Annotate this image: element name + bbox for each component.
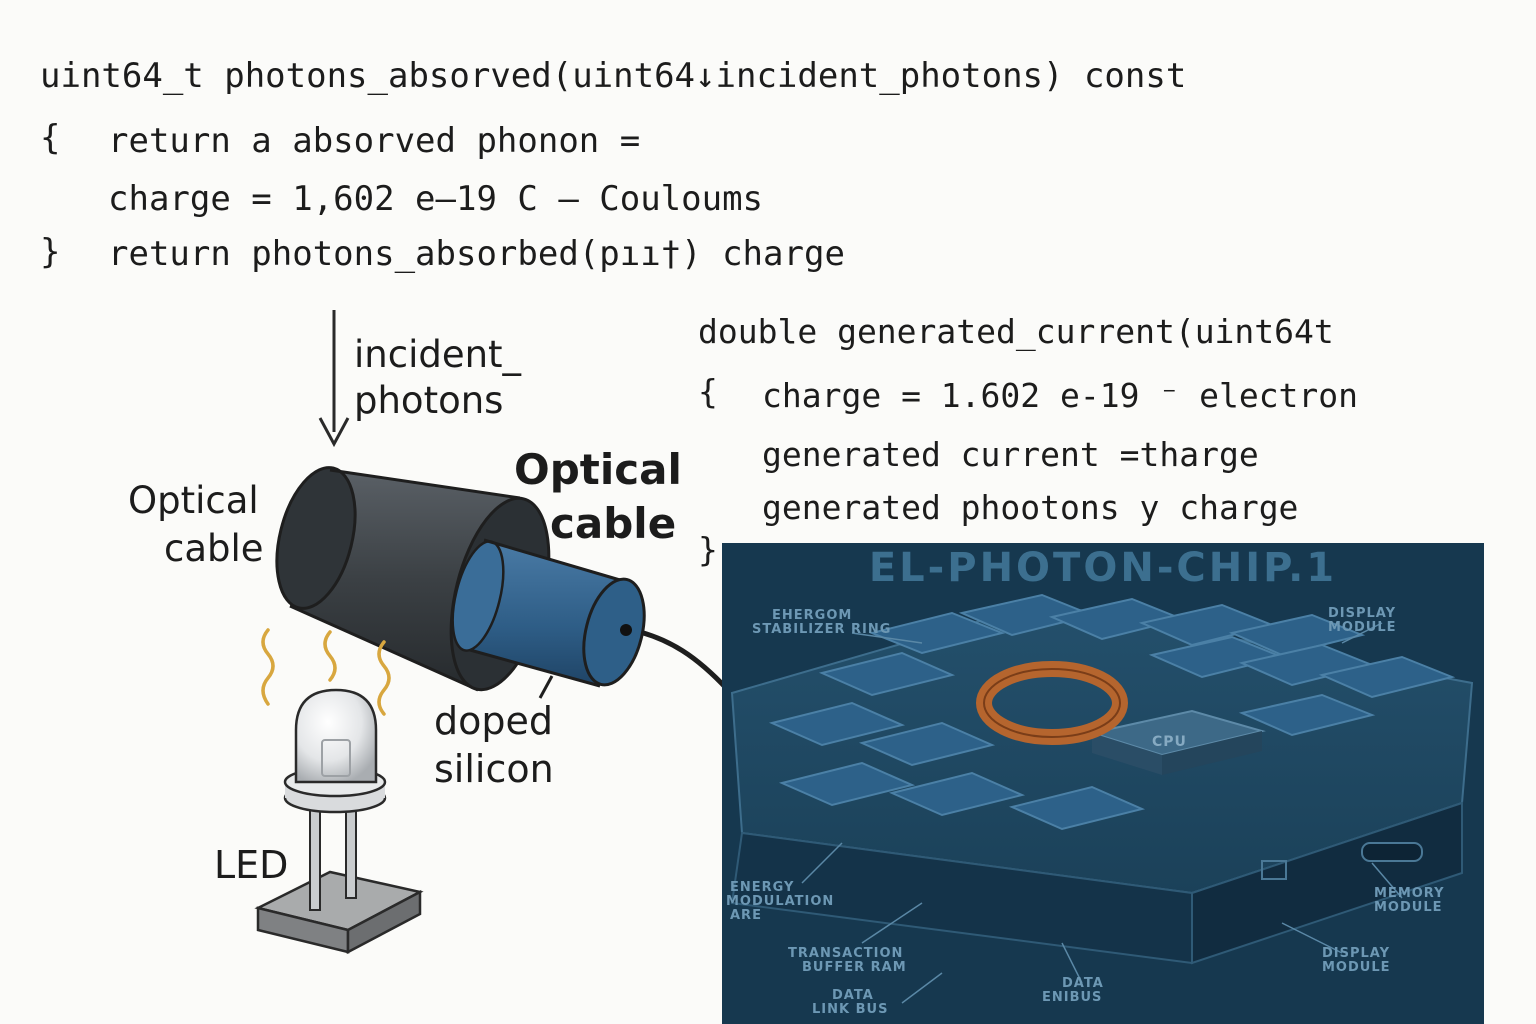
code2-brace-close: } bbox=[698, 530, 718, 569]
code-line-charge: charge = 1,602 e–19 C – Couloums bbox=[108, 179, 764, 219]
incident-photons-label-1: incident_ bbox=[354, 333, 522, 376]
code-line-signature: uint64_t photons_absorved(uint64↓inciden… bbox=[40, 56, 1187, 96]
code2-line-charge: charge = 1.602 e-19 ⁻ electron bbox=[762, 376, 1359, 415]
code-brace-open: { bbox=[40, 118, 61, 158]
chip-panel: EL-PHOTON-CHIP.1 EHERGOM STABILIZER RING… bbox=[722, 543, 1484, 1024]
chip-label-transaction-1: TRANSACTION bbox=[788, 946, 904, 961]
code2-line-phootons: generated phootons y charge bbox=[762, 488, 1299, 527]
chip-label-display-tr-2: MODULE bbox=[1328, 620, 1397, 635]
chip-label-display-br-2: MODULE bbox=[1322, 960, 1391, 975]
incident-arrow bbox=[318, 310, 350, 448]
incident-photons-label-2: photons bbox=[354, 379, 504, 422]
chip-label-display-tr-1: DISPLAY bbox=[1328, 606, 1397, 621]
chip-label-ehergy-1: EHERGOM bbox=[772, 608, 853, 623]
chip-label-cpu: CPU bbox=[1152, 734, 1187, 750]
chip-title: EL-PHOTON-CHIP.1 bbox=[868, 545, 1338, 591]
led-label: LED bbox=[214, 843, 289, 887]
code2-line-signature: double generated_current(uint64t bbox=[698, 312, 1334, 351]
doped-silicon-label-2: silicon bbox=[434, 747, 554, 791]
led-component bbox=[254, 688, 424, 955]
code-line-return: return a absorved phonon = bbox=[108, 121, 641, 161]
optical-cable-right-label-2: cable bbox=[550, 499, 677, 548]
doped-pointer bbox=[538, 675, 554, 699]
chip-label-display-br-1: DISPLAY bbox=[1322, 946, 1391, 961]
doped-silicon-label-1: doped bbox=[434, 699, 553, 743]
chip-label-transaction-2: BUFFER RAM bbox=[802, 960, 907, 975]
chip-illustration bbox=[730, 593, 1474, 1004]
chip-label-energy-mod-3: ARE bbox=[730, 908, 762, 923]
code-line-return-charge: return photons_absorbed(pıı†) charge bbox=[108, 234, 845, 274]
chip-label-energy-mod-2: MODULATION bbox=[726, 894, 835, 909]
optical-cable-left-label-2: cable bbox=[164, 527, 264, 570]
doped-silicon-cylinder bbox=[451, 538, 646, 688]
optical-cable-left-label-1: Optical bbox=[128, 479, 259, 522]
chip-label-memory-2: MODULE bbox=[1374, 900, 1443, 915]
code2-brace-open: { bbox=[698, 372, 718, 411]
optical-cable-right-label-1: Optical bbox=[514, 445, 682, 494]
chip-label-ehergy-2: STABILIZER RING bbox=[752, 622, 892, 637]
code-brace-close: } bbox=[40, 232, 61, 272]
code2-line-current: generated current =tharge bbox=[762, 435, 1259, 474]
chip-label-energy-mod-1: ENERGY bbox=[730, 880, 795, 895]
chip-label-data-bus-2: ENIBUS bbox=[1042, 990, 1103, 1005]
chip-label-data-bus-1: DATA bbox=[1062, 976, 1104, 991]
chip-label-memory-1: MEMORY bbox=[1374, 886, 1445, 901]
chip-label-data-link-1: DATA bbox=[832, 988, 874, 1003]
chip-label-data-link-2: LINK BUS bbox=[812, 1002, 889, 1017]
heat-waves bbox=[261, 628, 391, 716]
